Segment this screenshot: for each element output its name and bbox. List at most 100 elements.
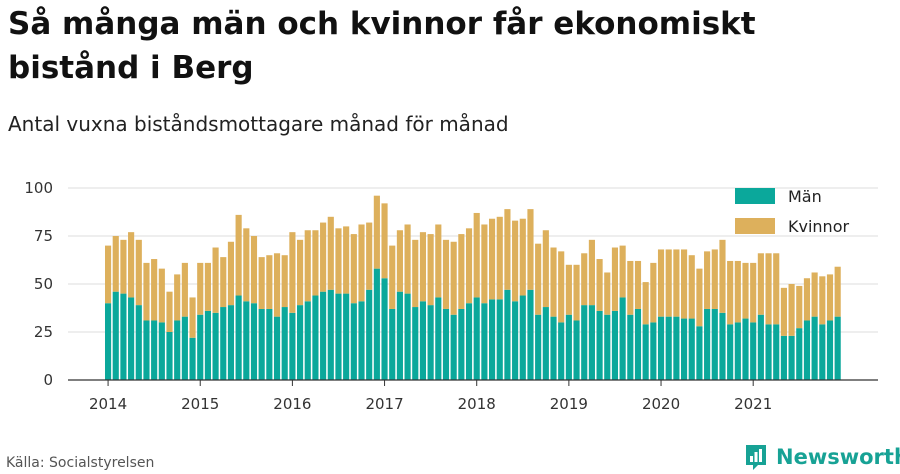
bar-men-2015-07 [243, 301, 250, 380]
x-tick-label-2021: 2021 [734, 395, 772, 413]
bar-men-2018-05 [504, 289, 511, 380]
bar-men-2021-07 [796, 328, 803, 380]
bar-women-2020-08 [711, 249, 718, 309]
bar-women-2020-02 [665, 249, 672, 317]
bar-women-2019-10 [634, 260, 642, 309]
source-note: Källa: Socialstyrelsen [6, 455, 155, 471]
bar-men-2021-01 [750, 322, 757, 380]
bar-men-2018-10 [542, 307, 549, 380]
bar-men-2016-02 [297, 305, 304, 380]
bar-men-2018-12 [558, 322, 565, 380]
bar-men-2015-05 [227, 305, 235, 380]
bar-men-2021-10 [819, 324, 826, 380]
bar-men-2018-06 [512, 301, 519, 380]
bar-women-2018-07 [519, 218, 526, 296]
bar-men-2015-01 [197, 314, 204, 380]
bar-women-2019-08 [619, 245, 626, 298]
bar-women-2016-08 [343, 226, 350, 294]
bar-men-2016-04 [312, 295, 319, 380]
bar-women-2016-06 [327, 216, 334, 290]
bar-men-2016-03 [304, 301, 311, 380]
newsworthy-brand[interactable]: Newsworthy [744, 441, 900, 473]
bar-women-2018-12 [558, 251, 565, 323]
bar-women-2014-11 [181, 262, 188, 317]
bar-women-2014-01 [105, 245, 112, 304]
y-tick-label-0: 0 [43, 371, 53, 389]
x-tick-label-2019: 2019 [550, 395, 588, 413]
bar-women-2017-02 [389, 245, 396, 309]
bar-women-2018-09 [535, 243, 542, 315]
bar-men-2021-02 [757, 314, 764, 380]
bar-men-2017-12 [465, 303, 473, 380]
bar-men-2016-07 [335, 293, 342, 380]
bar-men-2018-01 [473, 297, 480, 380]
x-axis: 2014 2015 2016 2017 2018 2019 2020 2021 [68, 379, 878, 413]
bar-men-2016-05 [320, 291, 327, 380]
bar-women-2015-08 [250, 236, 258, 304]
bar-women-2014-06 [143, 262, 150, 321]
bar-men-2020-12 [742, 318, 749, 380]
x-tick-label-2015: 2015 [181, 395, 219, 413]
bar-women-2015-07 [243, 228, 250, 302]
bar-men-2014-03 [120, 293, 127, 380]
bar-women-2014-12 [189, 297, 196, 338]
bar-men-2021-09 [811, 316, 818, 380]
chart-subtitle: Antal vuxna biståndsmottagare månad för … [8, 112, 509, 136]
bar-women-2014-09 [166, 291, 173, 332]
bar-men-2021-12 [834, 316, 841, 380]
bar-women-2016-11 [366, 222, 373, 290]
bar-women-2020-01 [657, 249, 665, 317]
bar-women-2016-12 [373, 195, 380, 269]
bar-men-2021-05 [780, 335, 787, 380]
bar-men-2021-03 [765, 324, 772, 380]
bar-men-2016-10 [358, 301, 365, 380]
bar-women-2017-06 [419, 232, 427, 302]
bar-women-2019-09 [627, 260, 634, 315]
bar-men-2019-08 [619, 297, 626, 380]
bar-women-2021-05 [780, 287, 787, 336]
bar-men-2016-12 [373, 268, 380, 380]
bar-women-2020-11 [734, 260, 741, 323]
bar-men-2020-02 [665, 316, 672, 380]
bar-men-2018-04 [496, 299, 503, 380]
bar-men-2014-12 [189, 337, 196, 380]
bar-men-2019-07 [611, 310, 619, 380]
bar-women-2020-06 [696, 268, 703, 327]
bar-men-2018-11 [550, 316, 557, 380]
bar-women-2018-06 [512, 220, 519, 302]
bar-men-2014-09 [166, 332, 173, 380]
bar-women-2014-07 [151, 259, 158, 321]
bar-men-2021-11 [826, 320, 834, 380]
bar-women-2021-02 [757, 253, 764, 315]
bar-women-2021-11 [826, 274, 834, 321]
bar-women-2015-01 [197, 262, 204, 315]
bars [105, 195, 841, 380]
bar-men-2015-02 [204, 310, 211, 380]
bar-men-2019-10 [634, 308, 642, 380]
bar-men-2017-11 [458, 308, 465, 380]
bar-women-2018-03 [489, 218, 496, 300]
bar-women-2021-10 [819, 276, 826, 325]
bar-women-2019-05 [596, 259, 603, 311]
bar-women-2021-08 [803, 278, 811, 321]
bar-women-2017-11 [458, 234, 465, 309]
bar-women-2018-01 [473, 212, 480, 298]
bar-women-2014-10 [174, 274, 181, 321]
bar-men-2015-12 [281, 307, 288, 380]
bar-women-2014-05 [135, 239, 142, 306]
bar-women-2019-04 [588, 239, 595, 306]
bar-women-2017-01 [381, 203, 388, 279]
bar-men-2017-10 [450, 314, 457, 380]
y-tick-label-25: 25 [34, 323, 53, 341]
bar-women-2017-08 [435, 224, 442, 298]
bar-men-2021-08 [803, 320, 811, 380]
bar-men-2014-11 [181, 316, 188, 380]
bar-women-2015-06 [235, 214, 242, 296]
bar-men-2014-06 [143, 320, 150, 380]
bar-men-2020-03 [673, 316, 680, 380]
bar-men-2018-09 [535, 314, 542, 380]
x-tick-label-2017: 2017 [365, 395, 403, 413]
bar-men-2019-02 [573, 320, 580, 380]
bar-men-2019-01 [565, 314, 572, 380]
legend-label-men: Män [788, 187, 822, 206]
